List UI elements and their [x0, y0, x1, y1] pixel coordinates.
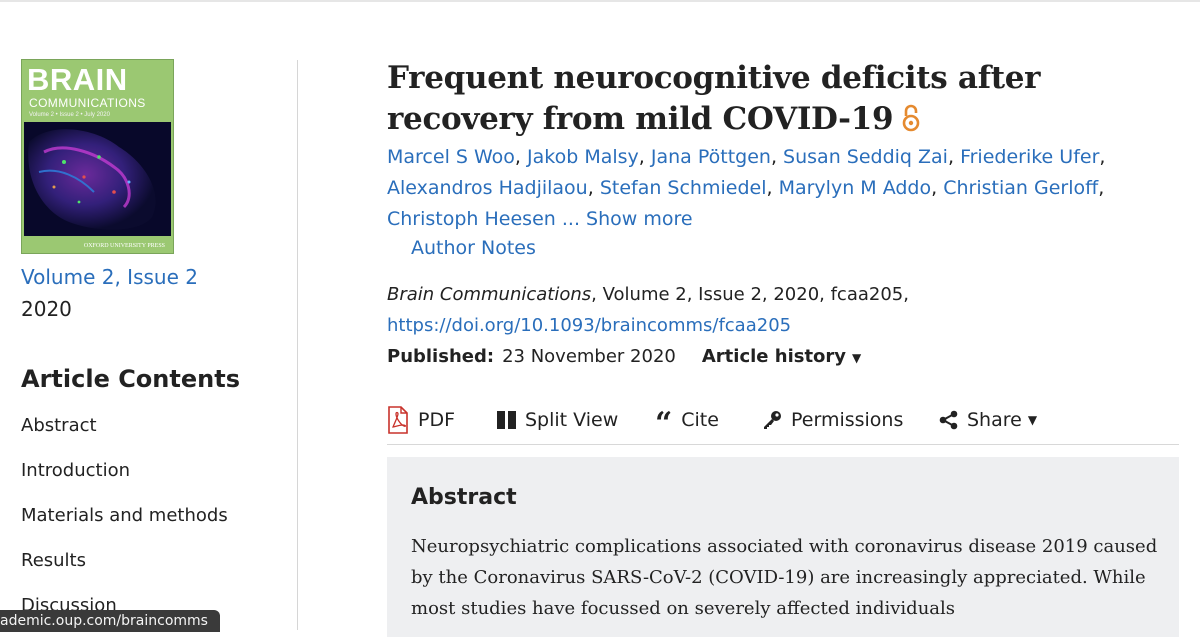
author-link[interactable]: Marylyn M Addo	[778, 177, 932, 199]
cover-publisher-logo: OXFORD UNIVERSITY PRESS	[83, 243, 165, 249]
top-rule	[0, 0, 1200, 2]
author-link[interactable]: Jakob Malsy	[527, 146, 639, 168]
share-label: Share	[967, 409, 1022, 431]
split-view-label: Split View	[525, 409, 619, 431]
issue-link[interactable]: Volume 2, Issue 2	[21, 265, 198, 289]
journal-name: Brain Communications	[387, 284, 592, 305]
published-label: Published:	[387, 346, 495, 367]
key-icon	[762, 410, 782, 430]
toc-item-introduction[interactable]: Introduction	[21, 460, 131, 481]
cover-title-brain: BRAIN	[27, 62, 128, 97]
pdf-button[interactable]: PDF	[387, 402, 455, 438]
published-row: Published: 23 November 2020 Article histor…	[387, 346, 861, 367]
split-view-icon	[497, 411, 516, 429]
author-link[interactable]: Friederike Ufer	[960, 146, 1100, 168]
permissions-button[interactable]: Permissions	[762, 402, 903, 438]
doi-link[interactable]: https://doi.org/10.1093/braincomms/fcaa2…	[387, 315, 792, 336]
issue-year: 2020	[21, 297, 72, 321]
article-history-label: Article history	[701, 346, 847, 367]
author-notes-link[interactable]: Author Notes	[411, 237, 536, 259]
cover-title-communications: COMMUNICATIONS	[29, 96, 146, 110]
published-date: 23 November 2020	[502, 346, 676, 367]
caret-down-icon: ▼	[852, 351, 862, 365]
author-link[interactable]: Jana Pöttgen	[650, 146, 771, 168]
share-button[interactable]: Share ▼	[939, 402, 1037, 438]
author-link[interactable]: Christian Gerloff	[943, 177, 1099, 199]
show-more-authors-link[interactable]: ... Show more	[561, 208, 693, 230]
toc-item-abstract[interactable]: Abstract	[21, 415, 97, 436]
article-title: Frequent neurocognitive deficits after r…	[387, 58, 1147, 143]
cite-label: Cite	[681, 409, 719, 431]
author-link[interactable]: Alexandros Hadjilaou	[387, 177, 588, 199]
toc-item-materials-and-methods[interactable]: Materials and methods	[21, 505, 228, 526]
abstract-text: Neuropsychiatric complications associate…	[411, 536, 1158, 619]
sidebar: BRAIN COMMUNICATIONS Volume 2 • Issue 2 …	[0, 0, 298, 630]
abstract-heading: Abstract	[411, 485, 517, 510]
author-link[interactable]: Stefan Schmiedel	[599, 177, 767, 199]
citation-details: , Volume 2, Issue 2, 2020, fcaa205,	[591, 284, 909, 305]
pdf-label: PDF	[418, 409, 456, 431]
article-contents-list: Abstract Introduction Materials and meth…	[21, 414, 228, 639]
cite-icon: “	[655, 406, 673, 441]
pdf-icon	[387, 406, 409, 434]
author-link[interactable]: Marcel S Woo	[387, 146, 515, 168]
split-view-button[interactable]: Split View	[497, 402, 618, 438]
open-access-icon	[901, 102, 921, 143]
sidebar-divider	[297, 60, 298, 630]
cover-brain-micrograph	[24, 122, 171, 236]
citation-line: Brain Communications, Volume 2, Issue 2,…	[387, 284, 909, 305]
article-toolbar: PDF Split View “ Cite Permissions Share …	[387, 402, 1179, 445]
article-history-toggle[interactable]: Article history ▼	[702, 346, 861, 367]
article-contents-heading: Article Contents	[21, 365, 240, 393]
author-link[interactable]: Susan Seddiq Zai	[783, 146, 948, 168]
status-bar-url: ademic.oup.com/braincomms	[0, 610, 220, 632]
journal-cover-image[interactable]: BRAIN COMMUNICATIONS Volume 2 • Issue 2 …	[21, 59, 174, 254]
share-icon	[939, 410, 958, 430]
cover-volume-line: Volume 2 • Issue 2 • July 2020	[29, 112, 110, 118]
caret-down-icon: ▼	[1027, 413, 1038, 427]
author-list: Marcel S Woo, Jakob Malsy, Jana Pöttgen,…	[387, 146, 1106, 230]
abstract-section: Abstract Neuropsychiatric complications …	[387, 457, 1179, 637]
article-title-text: Frequent neurocognitive deficits after r…	[387, 60, 1041, 137]
permissions-label: Permissions	[791, 409, 904, 431]
author-link[interactable]: Christoph Heesen	[387, 208, 556, 230]
cite-button[interactable]: “ Cite	[655, 402, 719, 441]
toc-item-results[interactable]: Results	[21, 550, 86, 571]
